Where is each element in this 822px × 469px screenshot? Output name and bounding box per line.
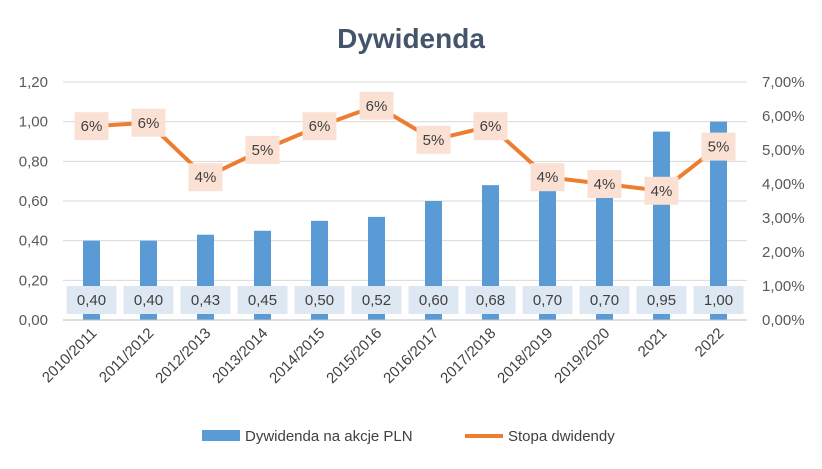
y-right-tick-label: 3,00% — [762, 210, 805, 227]
gridlines — [63, 81, 747, 281]
legend-label-line: Stopa dwidendy — [508, 428, 615, 445]
line-data-label: 4% — [195, 169, 217, 186]
y-right-tick-label: 5,00% — [762, 142, 805, 159]
bar-data-label: 0,50 — [305, 292, 334, 309]
legend-swatch-bar — [202, 430, 240, 441]
bar-data-label: 0,70 — [590, 292, 619, 309]
y-right-tick-label: 1,00% — [762, 278, 805, 295]
line-data-label: 6% — [138, 115, 160, 132]
legend-label-bar: Dywidenda na akcje PLN — [245, 428, 413, 445]
line-data-label: 6% — [366, 98, 388, 115]
bar-data-label: 0,95 — [647, 292, 676, 309]
bar-label-box — [522, 286, 573, 314]
line-data-label: 4% — [537, 169, 559, 186]
x-tick-label: 2013/2014 — [209, 325, 271, 387]
x-tick-label: 2015/2016 — [323, 325, 385, 387]
bar-label-box — [636, 286, 687, 314]
line-data-label: 6% — [309, 118, 331, 135]
line-label-box — [302, 112, 337, 141]
line-data-label: 4% — [651, 183, 673, 200]
y-left-tick-label: 1,00 — [19, 114, 48, 131]
x-tick-label: 2012/2013 — [152, 325, 214, 387]
bar — [539, 181, 556, 320]
x-tick-label: 2016/2017 — [380, 325, 442, 387]
line-label-box — [701, 132, 736, 161]
x-tick-label: 2017/2018 — [437, 325, 499, 387]
bar-label-box — [237, 286, 288, 314]
bar-label-box — [693, 286, 744, 314]
data-labels: 0,40 0,40 0,43 0,45 0,50 0,52 0,60 0,68 0,70 0,70… — [66, 91, 744, 314]
bar-label-box — [180, 286, 231, 314]
line-label-box — [245, 136, 280, 164]
bar-data-label: 0,68 — [476, 292, 505, 309]
bar-data-label: 0,60 — [419, 292, 448, 309]
y-left-tick-label: 0,40 — [19, 233, 48, 250]
line-path — [91, 103, 720, 193]
bar — [596, 181, 613, 320]
bar-label-box — [123, 286, 174, 314]
line-label-box — [416, 125, 451, 154]
x-tick-label: 2022 — [692, 325, 728, 361]
x-tick-label: 2021 — [635, 325, 671, 361]
y-right-tick-label: 7,00% — [762, 74, 805, 91]
bar-label-box — [294, 286, 345, 314]
x-tick-label: 2018/2019 — [494, 325, 556, 387]
y-left-tick-label: 0,80 — [19, 153, 48, 170]
bar-label-box — [465, 286, 516, 314]
bar-data-label: 0,43 — [191, 292, 220, 309]
bar-label-box — [579, 286, 630, 314]
y-right-tick-label: 6,00% — [762, 108, 805, 125]
bar-data-label: 1,00 — [704, 292, 733, 309]
bar-label-box — [66, 286, 117, 314]
x-tick-label: 2019/2020 — [551, 325, 613, 387]
y-right-tick-label: 0,00% — [762, 312, 805, 329]
line-label-box — [74, 112, 109, 141]
x-tick-label: 2014/2015 — [266, 325, 328, 387]
line-label-box — [644, 176, 679, 205]
y-left-tick-label: 1,20 — [19, 74, 48, 91]
line-series — [91, 103, 720, 193]
line-data-label: 5% — [423, 132, 445, 149]
y-left-tick-label: 0,60 — [19, 193, 48, 210]
line-label-box — [587, 170, 622, 198]
line-data-label: 6% — [81, 118, 103, 135]
y-right-tick-label: 2,00% — [762, 244, 805, 261]
line-label-box — [188, 163, 223, 192]
legend: Dywidenda na akcje PLN Stopa dwidendy — [202, 428, 615, 445]
y-left-tick-label: 0,00 — [19, 312, 48, 329]
bar — [710, 121, 727, 321]
x-tick-label: 2011/2012 — [96, 325, 157, 386]
bar-data-label: 0,52 — [362, 292, 391, 309]
line-label-box — [359, 91, 394, 120]
bar-data-label: 0,70 — [533, 292, 562, 309]
chart-title: Dywidenda — [337, 23, 485, 54]
bar-data-label: 0,45 — [248, 292, 277, 309]
bar-label-box — [351, 286, 402, 314]
line-label-box — [131, 108, 166, 137]
y-left-tick-label: 0,20 — [19, 272, 48, 289]
line-data-label: 4% — [594, 176, 616, 193]
bar-data-label: 0,40 — [134, 292, 163, 309]
y-right-tick-label: 4,00% — [762, 176, 805, 193]
line-label-box — [473, 112, 508, 141]
line-data-label: 5% — [252, 142, 274, 159]
bar-label-box — [408, 286, 459, 314]
line-label-box — [530, 163, 565, 192]
line-data-label: 5% — [708, 139, 730, 156]
x-tick-label: 2010/2011 — [39, 325, 100, 386]
line-data-label: 6% — [480, 118, 502, 135]
bar-data-label: 0,40 — [77, 292, 106, 309]
